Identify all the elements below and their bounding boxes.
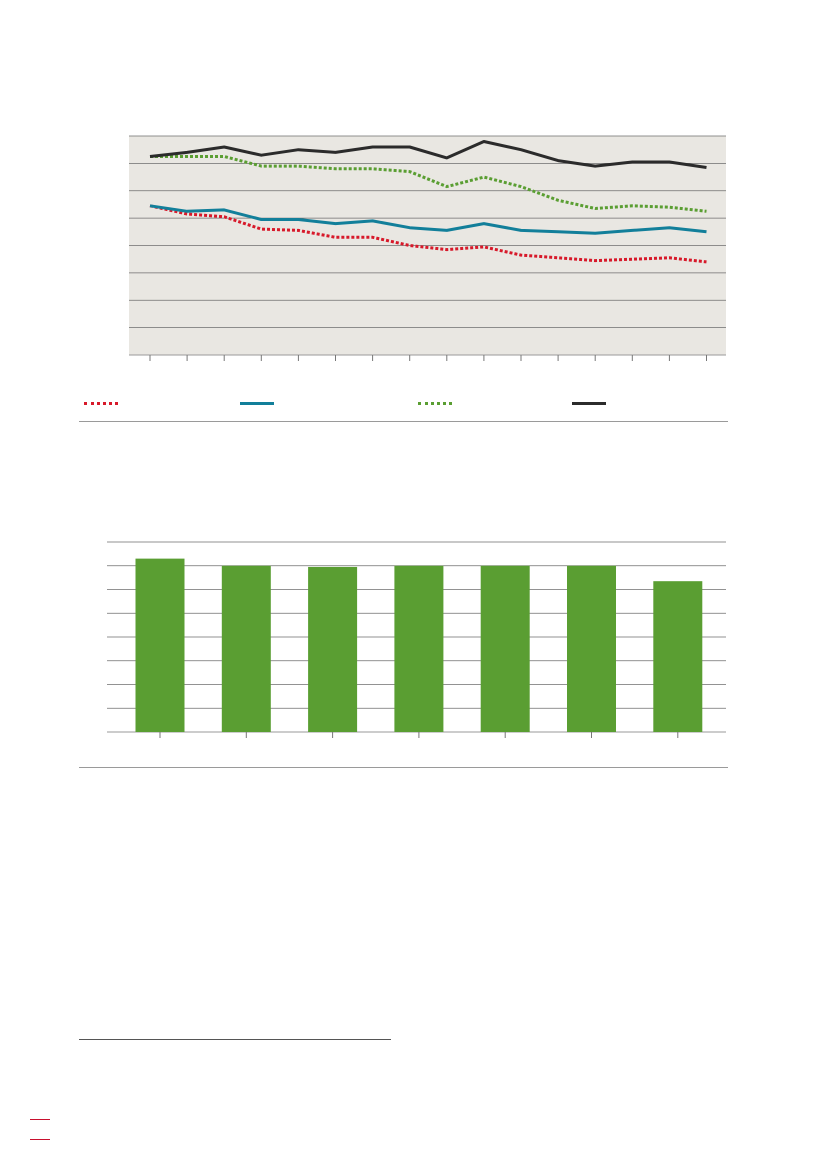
line-chart bbox=[129, 135, 726, 361]
bar bbox=[135, 558, 185, 732]
section-divider bbox=[79, 421, 728, 422]
series-line-4 bbox=[149, 140, 707, 169]
legend-swatch-series-4 bbox=[572, 402, 606, 405]
line-chart-legend bbox=[84, 396, 724, 412]
bar bbox=[221, 565, 271, 732]
series-line-1 bbox=[149, 204, 707, 264]
footnote-divider bbox=[79, 1039, 391, 1040]
bar-chart bbox=[107, 541, 726, 738]
series-line-2 bbox=[149, 204, 707, 235]
bar bbox=[653, 581, 703, 732]
legend-swatch-series-2 bbox=[240, 402, 274, 405]
legend-swatch-series-3 bbox=[418, 402, 452, 405]
section-divider bbox=[79, 767, 728, 768]
bar bbox=[394, 565, 444, 732]
bar bbox=[567, 565, 616, 732]
legend-swatch-series-1 bbox=[84, 402, 118, 405]
margin-mark bbox=[30, 1119, 50, 1120]
series-line-3 bbox=[150, 155, 707, 213]
margin-mark bbox=[30, 1139, 50, 1140]
bar bbox=[480, 565, 530, 732]
bar bbox=[308, 566, 358, 732]
